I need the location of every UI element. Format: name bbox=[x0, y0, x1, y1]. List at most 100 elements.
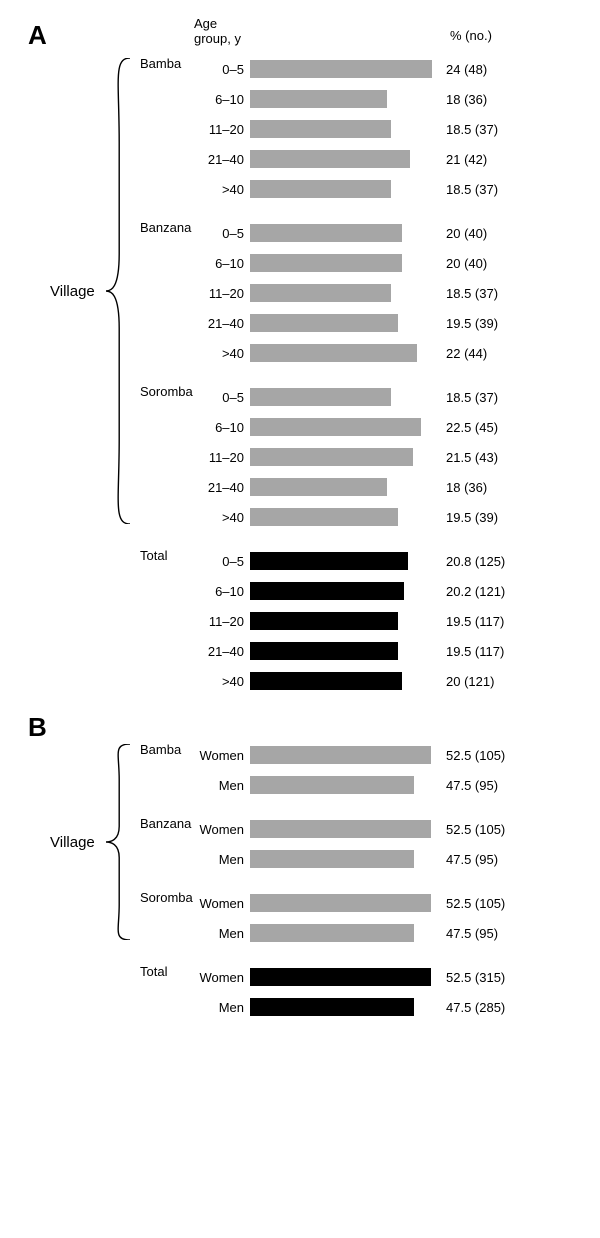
bar bbox=[250, 388, 391, 406]
rows: 0–524 (48)6–1018 (36)11–2018.5 (37)21–40… bbox=[250, 56, 590, 202]
bar bbox=[250, 582, 404, 600]
age-header: Age group, y bbox=[194, 16, 241, 46]
row-label: >40 bbox=[222, 510, 244, 525]
value-label: 52.5 (105) bbox=[446, 896, 505, 911]
value-label: 18.5 (37) bbox=[446, 390, 498, 405]
column-headers: Age group, y% (no.) bbox=[250, 20, 590, 50]
rows: 0–520.8 (125)6–1020.2 (121)11–2019.5 (11… bbox=[250, 548, 590, 694]
row-label: >40 bbox=[222, 182, 244, 197]
row-label: 11–20 bbox=[209, 450, 244, 465]
value-label: 20 (40) bbox=[446, 256, 487, 271]
bar-area bbox=[250, 60, 440, 78]
row-label: 0–5 bbox=[222, 226, 244, 241]
group-label: Total bbox=[140, 548, 167, 563]
row-label: 11–20 bbox=[209, 614, 244, 629]
row-label: >40 bbox=[222, 346, 244, 361]
bar bbox=[250, 284, 391, 302]
bar-area bbox=[250, 150, 440, 168]
row-label: 21–40 bbox=[208, 316, 244, 331]
bar bbox=[250, 314, 398, 332]
brace-icon bbox=[106, 58, 132, 524]
data-row: >4020 (121) bbox=[250, 668, 590, 694]
bar-area bbox=[250, 284, 440, 302]
row-label: 0–5 bbox=[222, 554, 244, 569]
data-row: 6–1022.5 (45) bbox=[250, 414, 590, 440]
group-soromba: Soromba0–518.5 (37)6–1022.5 (45)11–2021.… bbox=[10, 384, 590, 530]
rows: Women52.5 (105) Men47.5 (95) bbox=[250, 816, 590, 872]
village-label: Village bbox=[50, 283, 95, 300]
bar bbox=[250, 60, 432, 78]
panel-b: BBambaWomen52.5 (105)Men47.5 (95)Banzana… bbox=[10, 712, 590, 1020]
bar bbox=[250, 90, 387, 108]
row-label: 6–10 bbox=[215, 584, 244, 599]
bar bbox=[250, 448, 413, 466]
value-label: 47.5 (95) bbox=[446, 778, 498, 793]
value-label: 47.5 (285) bbox=[446, 1000, 505, 1015]
bar bbox=[250, 344, 417, 362]
village-label: Village bbox=[50, 834, 95, 851]
bar-area bbox=[250, 478, 440, 496]
bar bbox=[250, 150, 410, 168]
data-row: 0–520 (40) bbox=[250, 220, 590, 246]
value-label: 18.5 (37) bbox=[446, 286, 498, 301]
bar bbox=[250, 672, 402, 690]
bar bbox=[250, 478, 387, 496]
group-bamba: BambaWomen52.5 (105)Men47.5 (95) bbox=[10, 742, 590, 798]
data-row: Men47.5 (95) bbox=[250, 846, 590, 872]
value-label: 52.5 (315) bbox=[446, 970, 505, 985]
data-row: 0–520.8 (125) bbox=[250, 548, 590, 574]
data-row: Women52.5 (105) bbox=[250, 816, 590, 842]
value-label: 52.5 (105) bbox=[446, 822, 505, 837]
row-label: 0–5 bbox=[222, 390, 244, 405]
group-label: Soromba bbox=[140, 890, 193, 905]
row-label: Men bbox=[219, 852, 244, 867]
row-label: 6–10 bbox=[215, 256, 244, 271]
bar bbox=[250, 776, 414, 794]
rows: Women52.5 (315) Men47.5 (285) bbox=[250, 964, 590, 1020]
group-bamba: Bamba 0–524 (48)6–1018 (36)11–2018.5 (37)… bbox=[10, 56, 590, 202]
value-label: 19.5 (117) bbox=[446, 614, 504, 629]
data-row: >4022 (44) bbox=[250, 340, 590, 366]
row-label: 6–10 bbox=[215, 92, 244, 107]
row-label: Women bbox=[199, 896, 244, 911]
value-label: 47.5 (95) bbox=[446, 852, 498, 867]
panel-a: AAge group, y% (no.)Bamba0–524 (48)6–101… bbox=[10, 20, 590, 694]
value-label: 21.5 (43) bbox=[446, 450, 498, 465]
data-row: 0–518.5 (37) bbox=[250, 384, 590, 410]
bar-area bbox=[250, 180, 440, 198]
rows: Women52.5 (105)Men47.5 (95) bbox=[250, 742, 590, 798]
bar-area bbox=[250, 968, 440, 986]
value-label: 47.5 (95) bbox=[446, 926, 498, 941]
bar bbox=[250, 224, 402, 242]
bar bbox=[250, 120, 391, 138]
value-label: 18.5 (37) bbox=[446, 122, 498, 137]
data-row: Men47.5 (285) bbox=[250, 994, 590, 1020]
value-label: 21 (42) bbox=[446, 152, 487, 167]
data-row: Women52.5 (315) bbox=[250, 964, 590, 990]
bar bbox=[250, 998, 414, 1016]
value-label: 20 (40) bbox=[446, 226, 487, 241]
value-label: 24 (48) bbox=[446, 62, 487, 77]
data-row: 21–4019.5 (117) bbox=[250, 638, 590, 664]
group-total: TotalWomen52.5 (315)Men47.5 (285) bbox=[10, 964, 590, 1020]
value-label: 20 (121) bbox=[446, 674, 494, 689]
row-label: Women bbox=[199, 970, 244, 985]
bar-area bbox=[250, 448, 440, 466]
bar-area bbox=[250, 998, 440, 1016]
bar bbox=[250, 418, 421, 436]
data-row: Women52.5 (105) bbox=[250, 890, 590, 916]
value-label: 18 (36) bbox=[446, 480, 487, 495]
group-label: Bamba bbox=[140, 56, 181, 71]
bar-area bbox=[250, 820, 440, 838]
bar-area bbox=[250, 642, 440, 660]
row-label: 11–20 bbox=[209, 122, 244, 137]
data-row: Men47.5 (95) bbox=[250, 772, 590, 798]
row-label: Women bbox=[199, 822, 244, 837]
bar-area bbox=[250, 672, 440, 690]
bar-area bbox=[250, 850, 440, 868]
panel-letter: A bbox=[28, 20, 47, 51]
value-label: 22.5 (45) bbox=[446, 420, 498, 435]
data-row: 21–4018 (36) bbox=[250, 474, 590, 500]
bar-area bbox=[250, 894, 440, 912]
data-row: 6–1020 (40) bbox=[250, 250, 590, 276]
